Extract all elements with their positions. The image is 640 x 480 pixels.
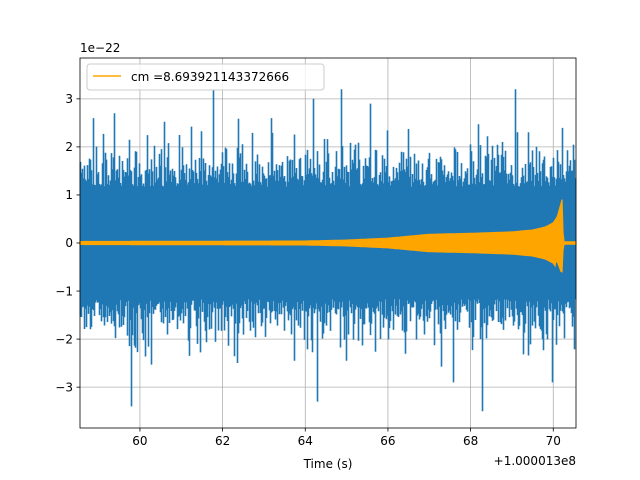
x-tick-label: 64 — [298, 434, 313, 448]
y-tick-label: −3 — [55, 380, 73, 394]
y-tick-label: 1 — [65, 188, 73, 202]
y-tick-label: −1 — [55, 284, 73, 298]
legend: cm =8.693921143372666 — [86, 63, 325, 91]
x-ticks: 60 62 64 66 68 70 — [132, 428, 561, 448]
y-tick-label: 2 — [65, 140, 73, 154]
x-tick-label: 66 — [380, 434, 395, 448]
x-offset-label: +1.000013e8 — [494, 454, 576, 468]
y-tick-label: 0 — [65, 236, 73, 250]
y-tick-label: 3 — [65, 92, 73, 106]
x-tick-label: 62 — [215, 434, 230, 448]
x-tick-label: 70 — [546, 434, 561, 448]
x-tick-label: 60 — [132, 434, 147, 448]
x-axis-label: Time (s) — [303, 457, 353, 471]
y-tick-label: −2 — [55, 332, 73, 346]
legend-box — [86, 63, 325, 91]
legend-entry-label: cm =8.693921143372666 — [131, 70, 289, 84]
y-scale-label: 1e−22 — [80, 41, 120, 55]
y-ticks: −3 −2 −1 0 1 2 3 — [55, 92, 80, 394]
x-tick-label: 68 — [463, 434, 478, 448]
